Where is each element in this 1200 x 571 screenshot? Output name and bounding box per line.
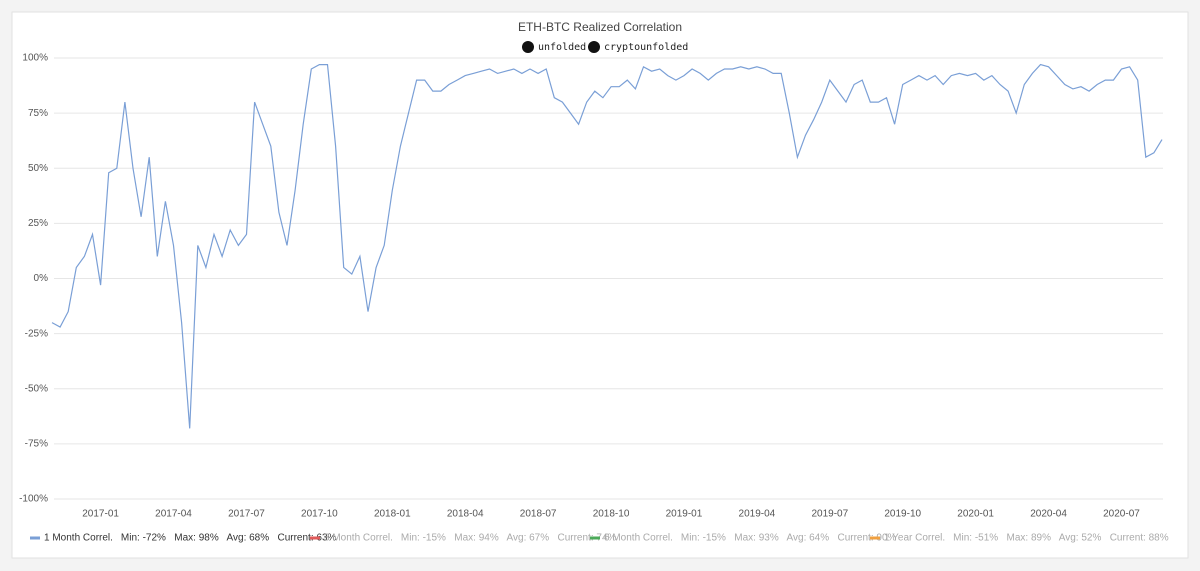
- telegram-icon: [522, 41, 534, 53]
- x-tick-label: 2017-10: [301, 509, 338, 520]
- y-tick-label: 25%: [28, 218, 48, 229]
- x-tick-label: 2019-07: [811, 509, 848, 520]
- legend-label: 6 Month Correl.: [604, 533, 673, 544]
- x-tick-label: 2019-01: [666, 509, 703, 520]
- x-tick-label: 2017-04: [155, 509, 192, 520]
- card: [11, 11, 1189, 559]
- x-tick-label: 2017-07: [228, 509, 265, 520]
- twitter-icon: [588, 41, 600, 53]
- y-tick-label: -50%: [25, 383, 48, 394]
- y-tick-label: 75%: [28, 108, 48, 119]
- y-tick-label: 100%: [22, 53, 48, 64]
- x-tick-label: 2019-04: [739, 509, 776, 520]
- y-tick-label: -25%: [25, 328, 48, 339]
- subtitle-item: cryptounfolded: [604, 42, 688, 53]
- subtitle-item: unfolded: [538, 42, 586, 53]
- x-tick-label: 2017-01: [82, 509, 119, 520]
- legend-stats: Min: -15% Max: 94% Avg: 67% Current: 74%: [401, 533, 617, 544]
- x-tick-label: 2020-04: [1030, 509, 1067, 520]
- line: [51, 63, 1163, 429]
- x-tick-label: 2020-01: [957, 509, 994, 520]
- x-tick-label: 2018-01: [374, 509, 411, 520]
- x-tick-label: 2018-04: [447, 509, 484, 520]
- x-tick-label: 2019-10: [884, 509, 921, 520]
- x-tick-label: 2018-10: [593, 509, 630, 520]
- x-tick-label: 2020-07: [1103, 509, 1140, 520]
- x-tick-label: 2018-07: [520, 509, 557, 520]
- y-tick-label: 50%: [28, 163, 48, 174]
- legend-label: 1 Year Correl.: [884, 533, 945, 544]
- chart-title: ETH-BTC Realized Correlation: [518, 20, 682, 34]
- y-tick-label: 0%: [34, 273, 49, 284]
- y-tick-label: -75%: [25, 439, 48, 450]
- legend-stats: Min: -15% Max: 93% Avg: 64% Current: 90%: [681, 533, 897, 544]
- y-tick-label: -100%: [19, 494, 48, 505]
- legend-stats: Min: -51% Max: 89% Avg: 52% Current: 88%: [953, 533, 1169, 544]
- legend-label: 3 Month Correl.: [324, 533, 393, 544]
- legend-label: 1 Month Correl.: [44, 533, 113, 544]
- legend-stats: Min: -72% Max: 98% Avg: 68% Current: 63%: [121, 533, 337, 544]
